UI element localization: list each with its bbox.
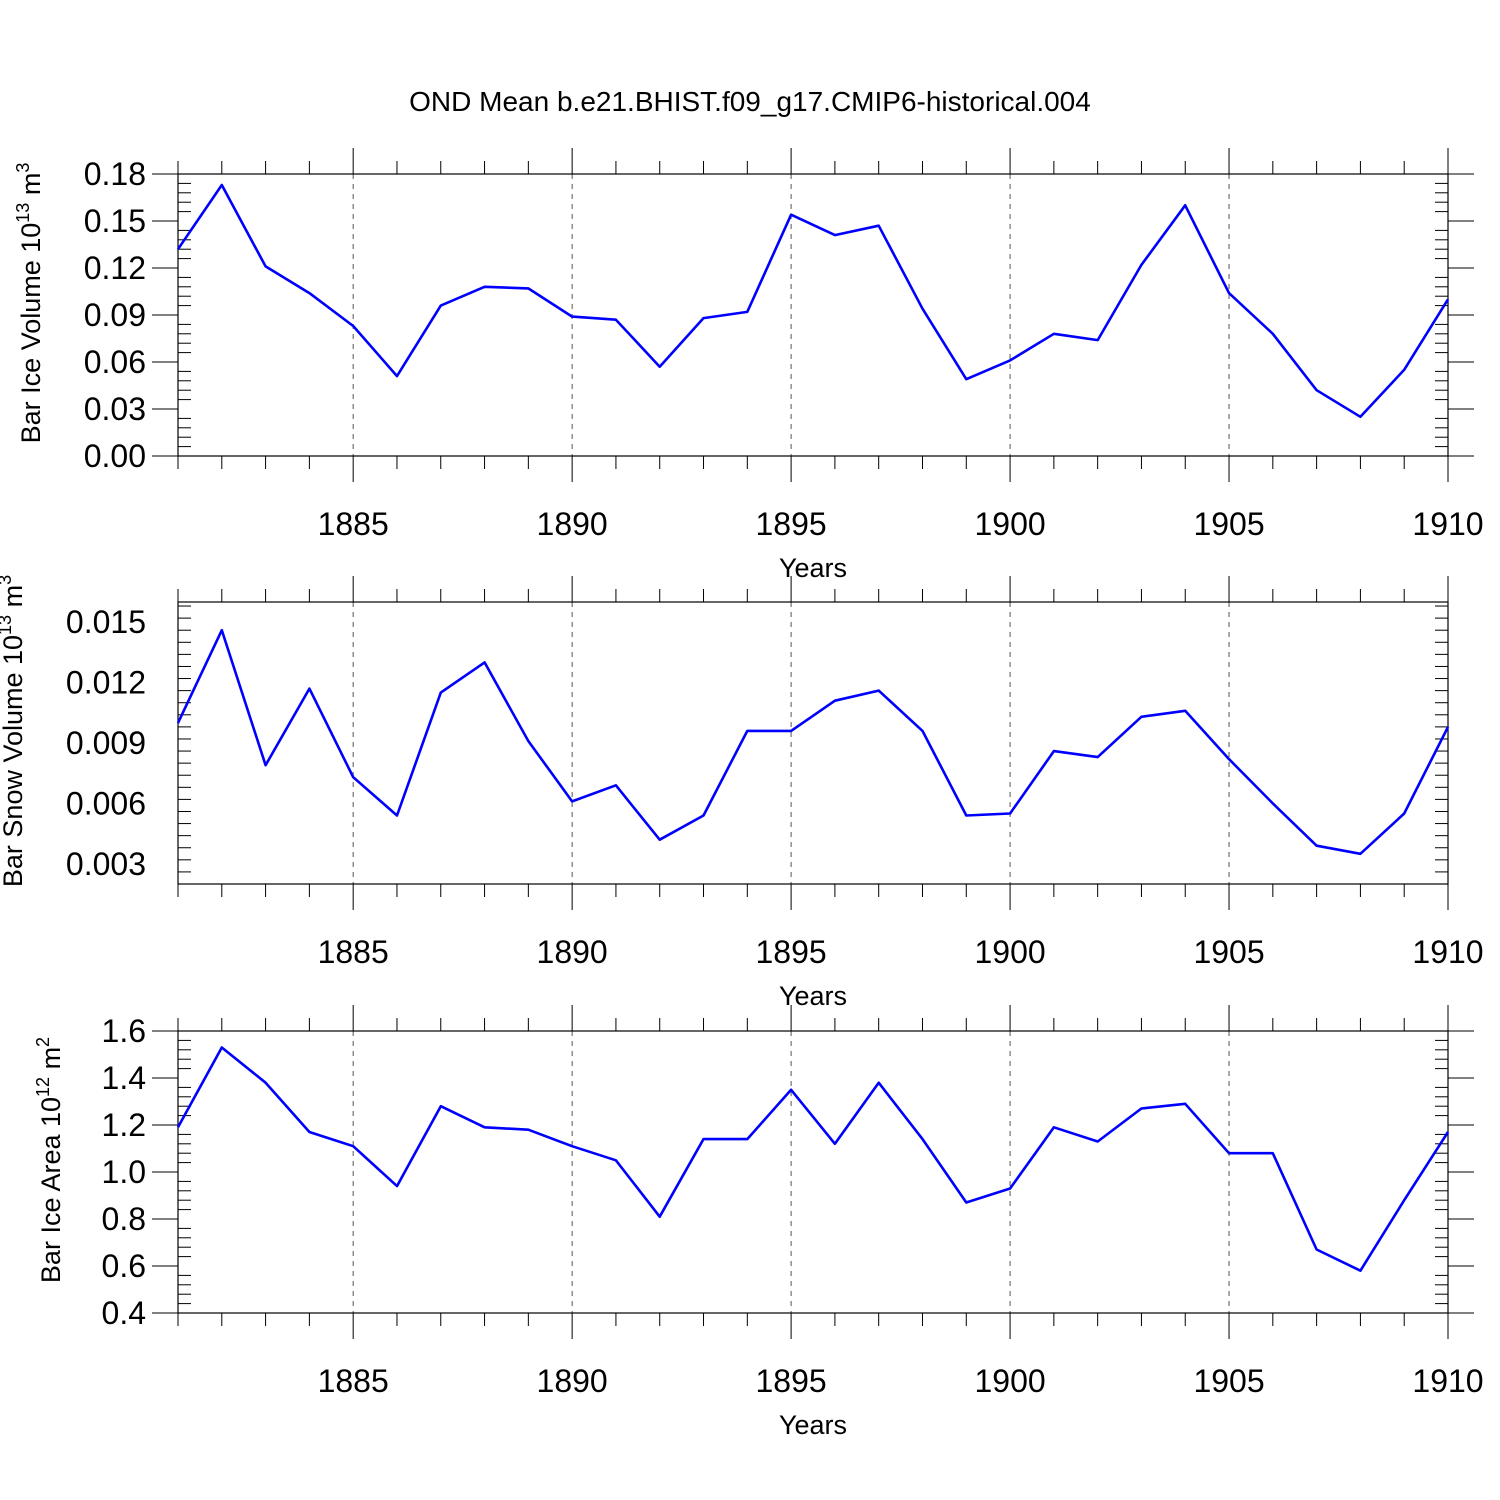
y-tick-label: 0.006	[66, 785, 146, 821]
x-axis-title: Years	[779, 553, 847, 583]
y-axis-title-superscript: 13	[0, 615, 15, 635]
y-axis-title-superscript: 13	[13, 203, 33, 223]
x-tick-label: 1900	[974, 506, 1045, 542]
x-axis-title: Years	[779, 1410, 847, 1440]
y-tick-label: 0.06	[84, 344, 146, 380]
x-tick-label: 1900	[974, 1363, 1045, 1399]
series-line	[176, 183, 1450, 419]
y-tick-label: 0.4	[102, 1295, 146, 1331]
y-tick-label: 0.03	[84, 391, 146, 427]
y-tick-label: 0.8	[102, 1201, 146, 1237]
series-line	[176, 1046, 1450, 1272]
y-tick-label: 1.4	[102, 1060, 146, 1096]
y-axis-title-superscript: 3	[13, 163, 33, 173]
plot-frame	[177, 173, 1449, 457]
y-tick-label: 1.2	[102, 1107, 146, 1143]
series-line	[176, 628, 1450, 856]
y-axis-title-part: Bar Ice Area 10	[36, 1097, 66, 1283]
y-axis-title-part: m	[0, 585, 28, 615]
x-tick-label: 1905	[1193, 1363, 1264, 1399]
x-tick-label: 1885	[318, 1363, 389, 1399]
y-tick-label: 0.09	[84, 297, 146, 333]
plot-frame	[177, 601, 1449, 885]
y-tick-label: 0.12	[84, 250, 146, 286]
y-tick-label: 0.015	[66, 604, 146, 640]
y-axis-title: Bar Ice Area 1012 m2	[33, 1037, 66, 1283]
y-axis-title-superscript: 3	[0, 575, 15, 585]
y-axis-title-part: m	[36, 1047, 66, 1077]
x-axis-title: Years	[779, 981, 847, 1011]
x-tick-label: 1890	[537, 934, 608, 970]
y-tick-label: 0.012	[66, 665, 146, 701]
panel-ice-area: 0.4 0.6 0.8 1.0 1.2 1.4 1.6 1885 1890 1895 1900 190…	[33, 1005, 1484, 1440]
panel-snow-volume: 0.003 0.006 0.009 0.012 0.015 1885 1890 1895 190…	[0, 575, 1484, 1011]
y-axis-title-part: Bar Snow Volume 10	[0, 635, 28, 887]
y-tick-label: 0.18	[84, 156, 146, 192]
x-tick-label: 1910	[1412, 506, 1483, 542]
x-tick-label: 1885	[318, 506, 389, 542]
y-axis-title-superscript: 2	[33, 1037, 53, 1047]
x-tick-label: 1890	[537, 506, 608, 542]
y-axis-title: Bar Ice Volume 1013 m3	[13, 163, 46, 444]
plot-frame	[177, 1030, 1449, 1314]
y-tick-label: 0.003	[66, 846, 146, 882]
x-tick-label: 1895	[756, 506, 827, 542]
x-tick-label: 1885	[318, 934, 389, 970]
panel-ice-volume: 0.00 0.03 0.06 0.09 0.12 0.15 0.18 1885 1890 1895…	[13, 148, 1484, 583]
y-tick-label: 0.6	[102, 1248, 146, 1284]
x-tick-label: 1910	[1412, 934, 1483, 970]
y-axis-title-part: Bar Ice Volume 10	[16, 223, 46, 444]
y-tick-label: 0.15	[84, 203, 146, 239]
y-tick-label: 0.00	[84, 438, 146, 474]
x-tick-label: 1890	[537, 1363, 608, 1399]
x-tick-label: 1905	[1193, 934, 1264, 970]
y-axis-title-superscript: 12	[33, 1077, 53, 1097]
y-tick-label: 1.6	[102, 1013, 146, 1049]
x-tick-label: 1895	[756, 1363, 827, 1399]
y-axis-title: Bar Snow Volume 1013 m3	[0, 575, 28, 887]
y-tick-label: 0.009	[66, 725, 146, 761]
x-tick-label: 1910	[1412, 1363, 1483, 1399]
y-axis-title-part: m	[16, 173, 46, 203]
y-tick-label: 1.0	[102, 1154, 146, 1190]
x-tick-label: 1905	[1193, 506, 1264, 542]
x-tick-label: 1895	[756, 934, 827, 970]
x-tick-label: 1900	[974, 934, 1045, 970]
figure-title: OND Mean b.e21.BHIST.f09_g17.CMIP6-histo…	[409, 86, 1091, 117]
